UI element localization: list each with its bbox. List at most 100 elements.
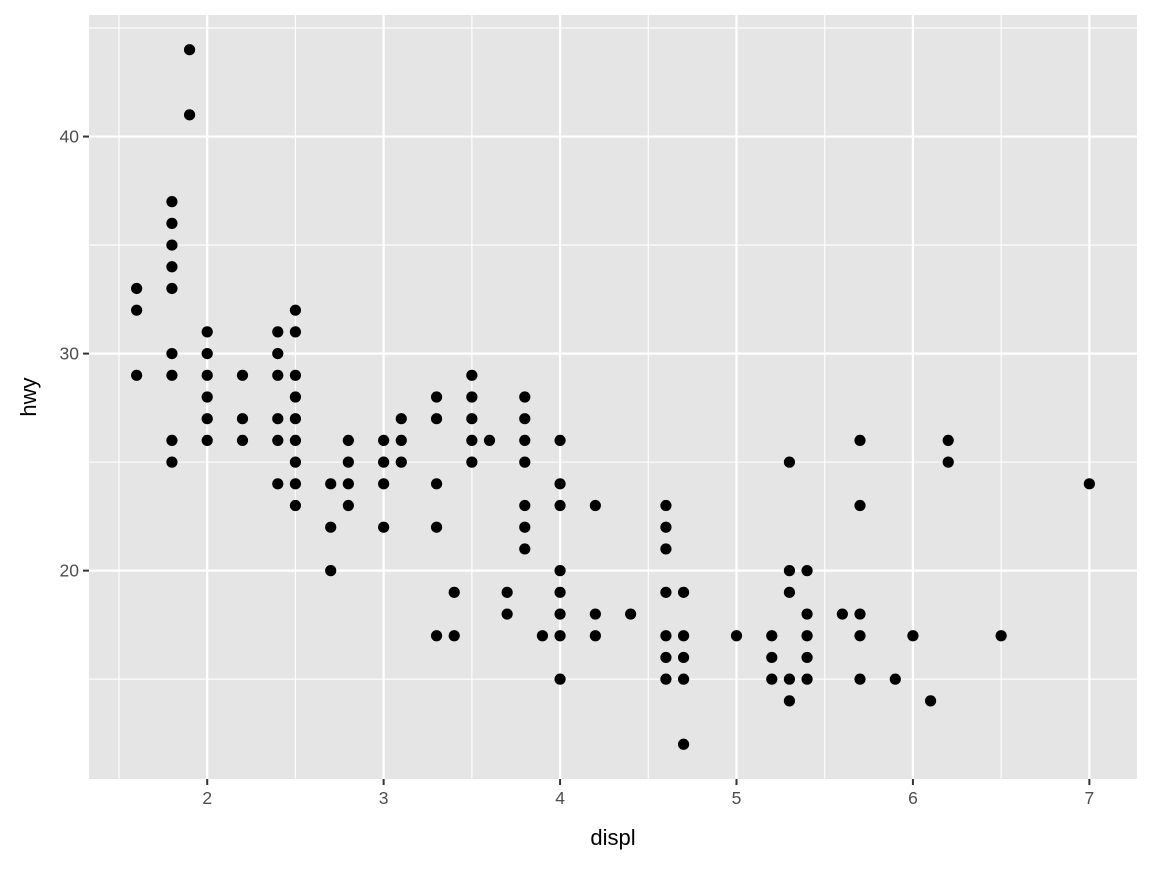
data-point [430,478,443,490]
data-point [801,630,813,642]
data-point [942,456,954,468]
data-point [501,586,513,598]
data-point [201,434,213,447]
x-tick-label: 4 [555,788,565,808]
data-point [378,478,390,490]
data-point [289,456,302,468]
data-point [448,630,460,642]
data-point [289,369,302,381]
axes: 2 3 4 5 6 7 20 30 40 [60,127,1095,808]
data-point [289,326,302,338]
data-point [272,413,284,425]
data-point [801,565,813,577]
data-point [289,478,302,490]
data-point [995,630,1007,642]
data-point [430,521,443,533]
points [131,44,1095,750]
plot-panel [89,15,1137,779]
data-point [677,651,690,664]
data-point [131,369,143,381]
data-point [801,651,813,664]
data-point [660,630,672,642]
data-point [924,695,937,707]
data-point [677,630,690,642]
data-point [183,109,196,121]
data-point [342,434,354,447]
data-point [236,369,249,381]
data-point [801,673,813,685]
y-tick-label: 30 [60,344,80,364]
data-point [854,630,866,642]
data-point [131,282,143,295]
x-tick-label: 6 [908,788,918,808]
data-point [289,391,302,403]
data-point [854,673,866,685]
data-point [448,586,460,598]
data-point [201,347,213,360]
data-point [466,369,478,381]
data-point [325,565,337,577]
data-point [272,347,284,360]
data-point [166,239,178,251]
data-point [166,282,178,295]
data-point [395,413,407,425]
data-point [272,326,284,338]
data-point [554,586,566,598]
data-point [201,369,213,381]
data-point [730,630,743,642]
data-point [325,521,337,533]
data-point [201,391,213,403]
data-point [554,434,566,447]
data-point [501,608,513,620]
data-point [166,347,178,360]
data-point [589,630,601,642]
data-point [289,413,302,425]
data-point [660,586,672,598]
gridlines [89,15,1137,779]
data-point [289,434,302,447]
data-point [166,261,178,273]
data-point [766,630,778,642]
x-axis-label: displ [590,825,635,850]
data-point [466,456,478,468]
y-tick-label: 40 [60,127,80,147]
data-point [783,456,796,468]
data-point [836,608,848,620]
data-point [907,630,919,642]
data-point [554,630,566,642]
data-point [483,434,496,447]
data-point [378,456,390,468]
data-point [554,673,566,685]
data-point [519,521,531,533]
data-point [131,304,143,316]
data-point [554,478,566,490]
x-tick-label: 7 [1084,788,1094,808]
data-point [660,499,672,512]
data-point [166,217,178,229]
data-point [554,608,566,620]
data-point [166,434,178,447]
data-point [783,586,796,598]
data-point [519,413,531,425]
x-tick-label: 2 [202,788,212,808]
data-point [236,413,249,425]
data-point [854,434,866,447]
data-point [166,369,178,381]
data-point [854,499,866,512]
data-point [854,608,866,620]
data-point [889,673,901,685]
data-point [289,304,302,316]
data-point [342,499,354,512]
data-point [519,456,531,468]
data-point [519,434,531,447]
data-point [519,499,531,512]
data-point [1083,478,1095,490]
data-point [660,673,672,685]
data-point [378,521,390,533]
data-point [536,630,549,642]
data-point [554,499,566,512]
data-point [395,434,407,447]
data-point [766,651,778,664]
data-point [201,413,213,425]
